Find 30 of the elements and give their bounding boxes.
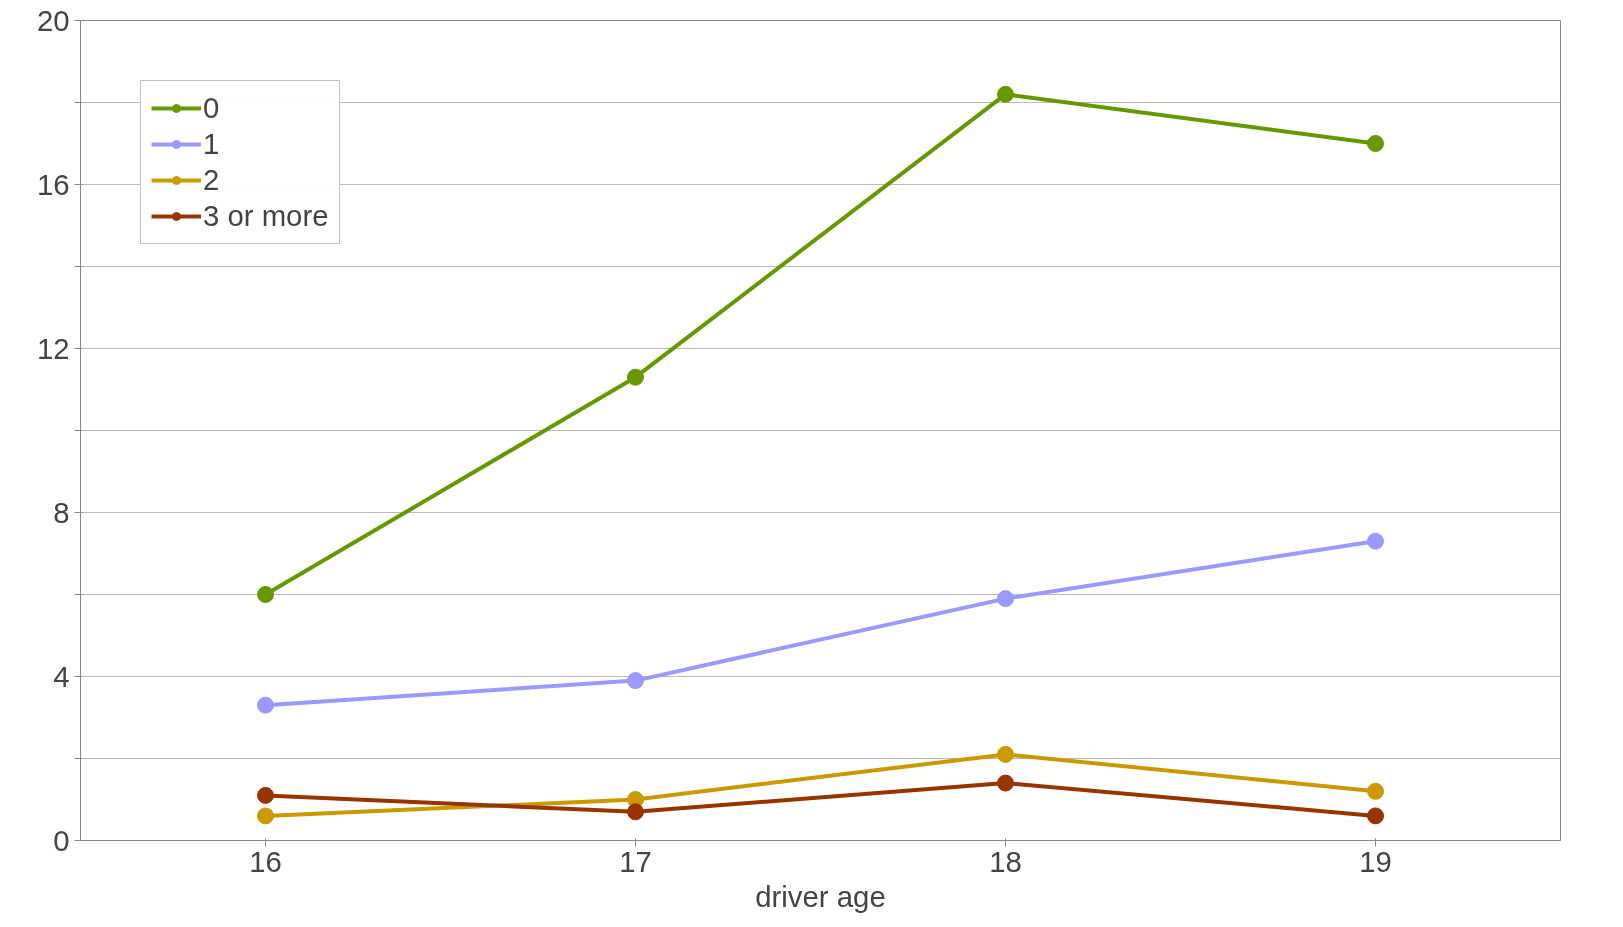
legend-label: 2 xyxy=(203,163,221,197)
x-axis-title: driver age xyxy=(755,879,886,913)
point xyxy=(257,696,274,714)
legend-label: 1 xyxy=(203,127,221,161)
point xyxy=(1367,782,1384,800)
point xyxy=(257,786,274,804)
point xyxy=(257,586,274,603)
y-tick-label: 4 xyxy=(53,659,70,693)
point xyxy=(627,368,644,386)
point xyxy=(257,807,274,825)
y-tick-label: 12 xyxy=(36,331,70,365)
y-tick-label: 8 xyxy=(53,495,70,529)
point xyxy=(997,590,1014,608)
point xyxy=(997,85,1014,103)
point xyxy=(627,672,644,690)
point xyxy=(1367,532,1384,550)
y-tick-label: 20 xyxy=(36,3,70,37)
legend-label: 3 or more xyxy=(203,199,329,233)
y-tick-label: 16 xyxy=(36,167,70,201)
x-tick-label: 18 xyxy=(989,844,1022,878)
x-tick-label: 17 xyxy=(619,844,652,878)
point xyxy=(1367,807,1384,825)
point xyxy=(1367,135,1384,152)
point xyxy=(997,774,1014,792)
point xyxy=(627,803,644,821)
x-tick-label: 19 xyxy=(1359,844,1392,878)
point xyxy=(997,745,1014,763)
legend-label: 0 xyxy=(203,91,221,125)
x-tick-label: 16 xyxy=(249,844,282,878)
y-tick-label: 0 xyxy=(53,823,70,857)
